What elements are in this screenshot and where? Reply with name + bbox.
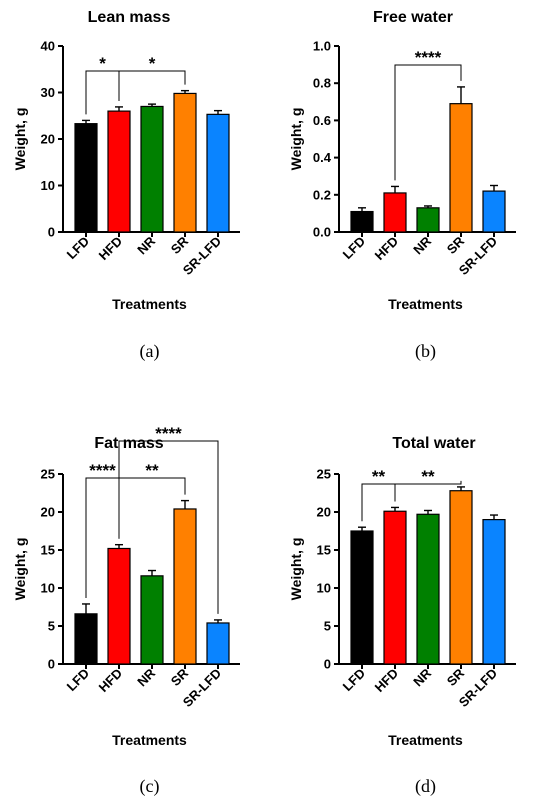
y-tick-label: 20 [41,132,55,147]
bar-nr [416,207,440,233]
bar-lfd [350,530,374,665]
bar-sr [173,508,197,665]
panel-label: (a) [140,341,160,362]
x-axis-label: Treatments [112,296,187,312]
y-tick-label: 0.6 [313,113,331,128]
significance-label: ** [145,461,159,480]
category-label: LFD [64,666,92,694]
y-tick-label: 25 [41,467,55,482]
bar-nr [140,575,164,665]
bar-hfd [383,192,407,233]
category-label: HFD [96,234,125,263]
y-tick-label: 0.0 [313,225,331,240]
category-label: NR [410,665,434,689]
y-tick-label: 10 [41,581,55,596]
y-tick-label: 0 [48,225,55,240]
x-axis-label: Treatments [388,296,463,312]
y-tick-label: 30 [41,85,55,100]
panel-label: (b) [415,341,436,362]
y-tick-label: 20 [41,505,55,520]
y-tick-label: 0.4 [313,150,332,165]
category-label: SR [444,233,468,257]
bar-sr-lfd [206,113,230,233]
bar-nr [416,513,440,665]
category-label: HFD [372,234,401,263]
panel-label: (c) [140,776,160,797]
significance-label: * [99,54,106,73]
bar-hfd [383,510,407,665]
x-axis-label: Treatments [388,732,463,748]
bar-lfd [74,123,98,233]
bar-sr-lfd [482,518,506,665]
category-label: SR [444,665,468,689]
bar-sr [449,490,473,665]
panel-label: (d) [415,776,436,797]
chart-panel-d: Total water Weight, g 0 5 10 15 20 25 LFD HFD NR SR… [288,435,516,797]
bar-sr-lfd [206,622,230,665]
category-label: LFD [340,666,368,694]
y-axis-label: Weight, g [288,538,304,601]
category-label: LFD [64,234,92,262]
bar-hfd [107,110,131,233]
category-label: LFD [340,234,368,262]
y-tick-label: 1.0 [313,39,331,54]
category-label: HFD [96,666,125,695]
bar-sr-lfd [482,190,506,233]
significance-label: ** [372,467,386,486]
y-tick-label: 5 [48,619,55,634]
y-tick-label: 0 [324,657,331,672]
y-tick-label: 0.2 [313,187,331,202]
chart-title: Fat mass [94,435,163,452]
significance-label: **** [155,424,182,443]
chart-title: Free water [373,9,453,26]
y-tick-label: 15 [41,543,55,558]
chart-title: Lean mass [88,9,171,26]
bar-hfd [107,547,131,665]
significance-label: **** [415,48,442,67]
chart-panel-b: Free water Weight, g 0.0 0.2 0.4 0.6 0.8 1.0 LFD… [288,9,516,362]
y-tick-label: 0.8 [313,76,331,91]
category-label: NR [134,233,158,257]
category-label: SR [168,665,192,689]
bar-lfd [350,210,374,233]
y-tick-label: 20 [317,505,331,520]
significance-label: **** [89,461,116,480]
y-tick-label: 25 [317,467,331,482]
significance-bracket [118,70,186,101]
y-axis-label: Weight, g [12,538,28,601]
significance-label: ** [421,467,435,486]
y-tick-label: 5 [324,619,331,634]
y-tick-label: 10 [317,581,331,596]
y-tick-label: 10 [41,178,55,193]
category-label: NR [410,233,434,257]
bar-nr [140,105,164,233]
x-axis-label: Treatments [112,732,187,748]
significance-bracket [394,480,462,502]
y-tick-label: 40 [41,39,55,54]
significance-bracket [394,64,462,181]
y-tick-label: 15 [317,543,331,558]
significance-bracket [85,70,120,115]
bar-lfd [74,613,98,665]
y-tick-label: 0 [48,657,55,672]
bar-sr [449,103,473,233]
y-axis-label: Weight, g [288,108,304,171]
category-label: NR [134,665,158,689]
category-label: HFD [372,666,401,695]
bar-sr [173,92,197,233]
category-label: SR [168,233,192,257]
significance-label: * [149,54,156,73]
y-axis-label: Weight, g [12,108,28,171]
significance-bracket [118,440,219,614]
chart-title: Total water [392,435,475,452]
